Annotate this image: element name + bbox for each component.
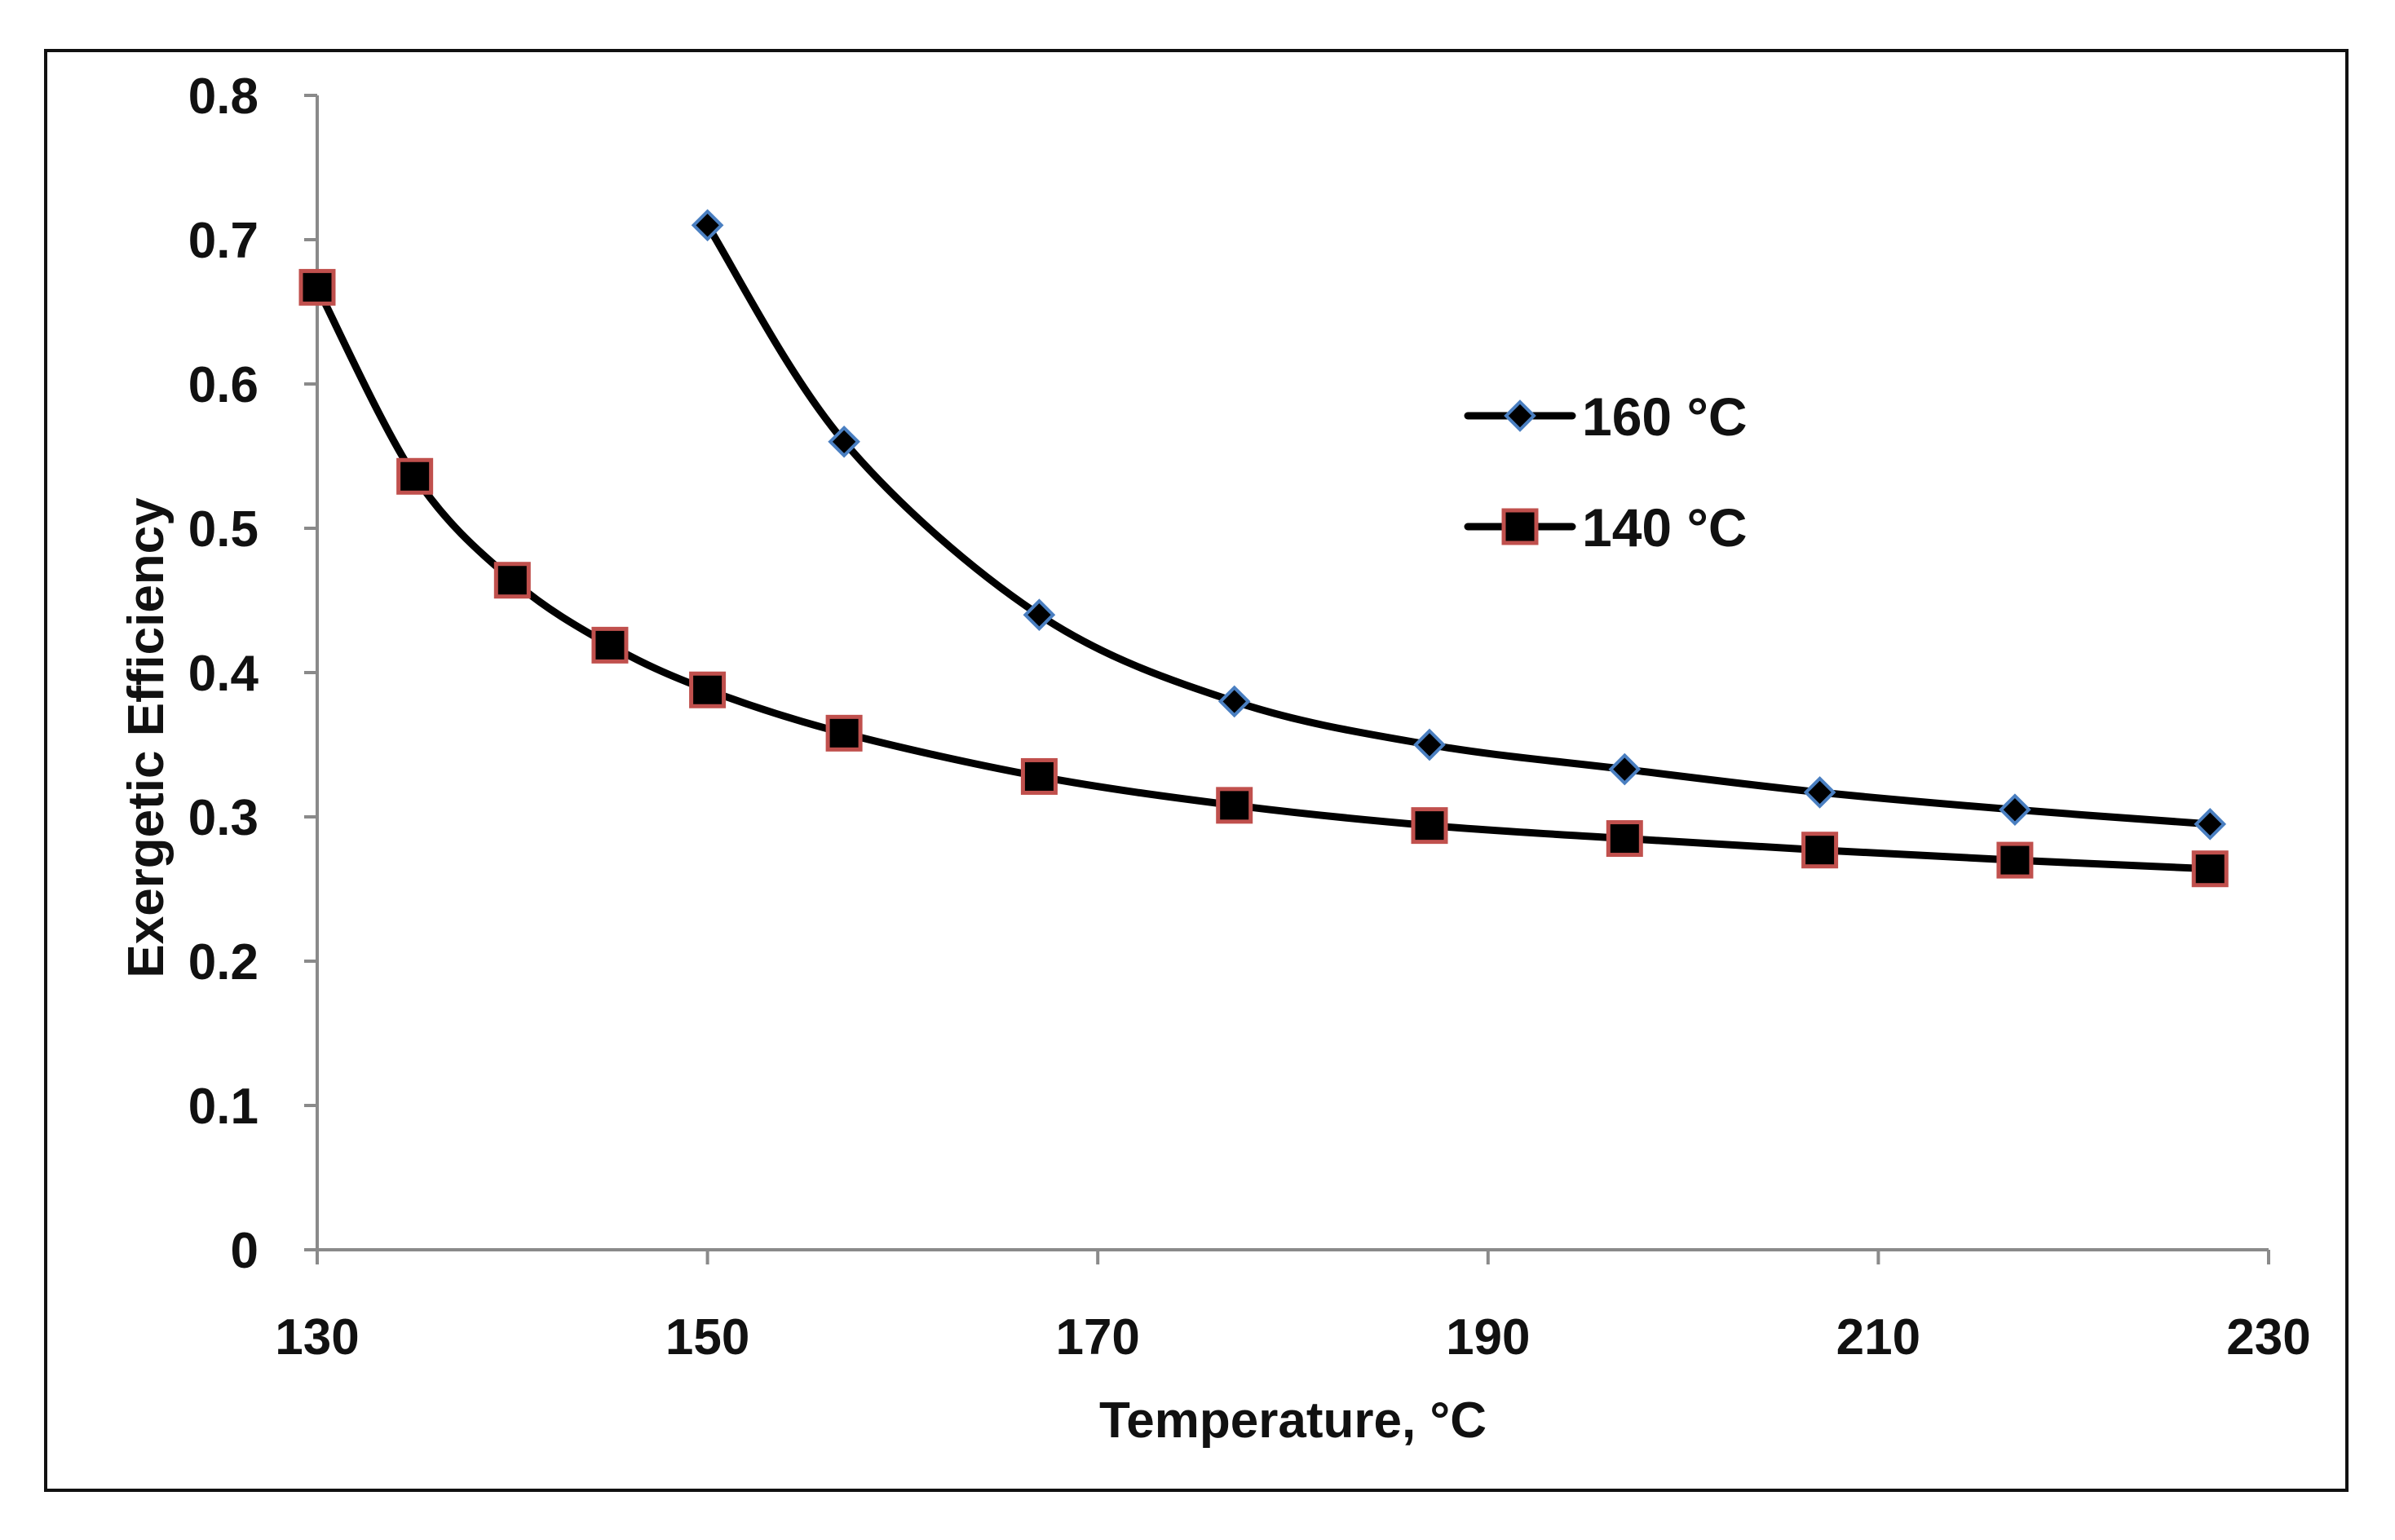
data-point-square — [2191, 850, 2229, 888]
legend-item-square: 140 °C — [1464, 497, 1748, 558]
x-axis-title: Temperature, °C — [1099, 1392, 1487, 1449]
y-tick-label: 0.4 — [188, 646, 259, 702]
data-point-diamond — [1413, 728, 1446, 761]
x-tick-label: 170 — [1055, 1309, 1139, 1366]
data-point-diamond — [1608, 752, 1642, 786]
data-point-square — [1996, 841, 2034, 879]
legend-marker-diamond — [1504, 399, 1536, 432]
data-point-diamond — [1217, 685, 1251, 718]
data-point-square — [1216, 787, 1253, 824]
data-point-square — [298, 268, 336, 306]
x-tick-label: 190 — [1446, 1309, 1530, 1366]
data-point-diamond — [1023, 598, 1056, 632]
data-point-square — [1801, 832, 1839, 869]
y-tick-label: 0.6 — [188, 357, 259, 413]
x-tick-label: 150 — [665, 1309, 749, 1366]
legend: 160 °C 140 °C — [1464, 386, 1748, 558]
data-point-diamond — [1803, 776, 1836, 809]
legend-marker-square — [1501, 508, 1539, 545]
series-diamond — [691, 209, 2227, 841]
legend-label: 160 °C — [1582, 386, 1748, 447]
data-point-diamond — [1999, 793, 2031, 826]
data-point-diamond — [2194, 808, 2227, 841]
data-point-square — [1020, 757, 1058, 795]
y-axis-title: Exergetic Efficiency — [118, 497, 175, 978]
y-tick-label: 0.1 — [188, 1079, 259, 1135]
x-tick-label: 230 — [2226, 1309, 2310, 1366]
data-point-square — [493, 562, 531, 599]
data-point-square — [396, 457, 434, 495]
series-line-diamond — [704, 221, 2214, 828]
legend-item-diamond: 160 °C — [1464, 386, 1748, 447]
data-point-square — [825, 714, 863, 752]
series-square — [298, 268, 2229, 888]
chart-frame: 0 0.1 0.2 0.3 0.4 0.5 0.6 0.7 0.8 130 150 170 190 210… — [44, 49, 2349, 1492]
y-tick-label: 0 — [231, 1223, 259, 1279]
y-tick-label: 0.8 — [188, 68, 259, 125]
series-line-square — [313, 283, 2214, 873]
x-tick-label: 210 — [1836, 1309, 1920, 1366]
chart-svg: 0 0.1 0.2 0.3 0.4 0.5 0.6 0.7 0.8 130 150 170 190 210… — [118, 68, 2311, 1449]
series-layer — [298, 209, 2229, 888]
data-point-square — [689, 671, 727, 708]
y-tick-label: 0.5 — [188, 501, 259, 558]
data-point-diamond — [691, 209, 724, 242]
y-tick-label: 0.2 — [188, 934, 259, 991]
axes: 0 0.1 0.2 0.3 0.4 0.5 0.6 0.7 0.8 130 150 170 190 210… — [188, 68, 2311, 1366]
y-tick-label: 0.7 — [188, 213, 259, 269]
data-point-square — [1411, 807, 1448, 845]
data-point-diamond — [828, 425, 860, 458]
x-tick-label: 130 — [275, 1309, 359, 1366]
legend-label: 140 °C — [1582, 497, 1748, 558]
data-point-square — [591, 626, 629, 664]
y-tick-label: 0.3 — [188, 790, 259, 846]
data-point-square — [1606, 820, 1643, 858]
